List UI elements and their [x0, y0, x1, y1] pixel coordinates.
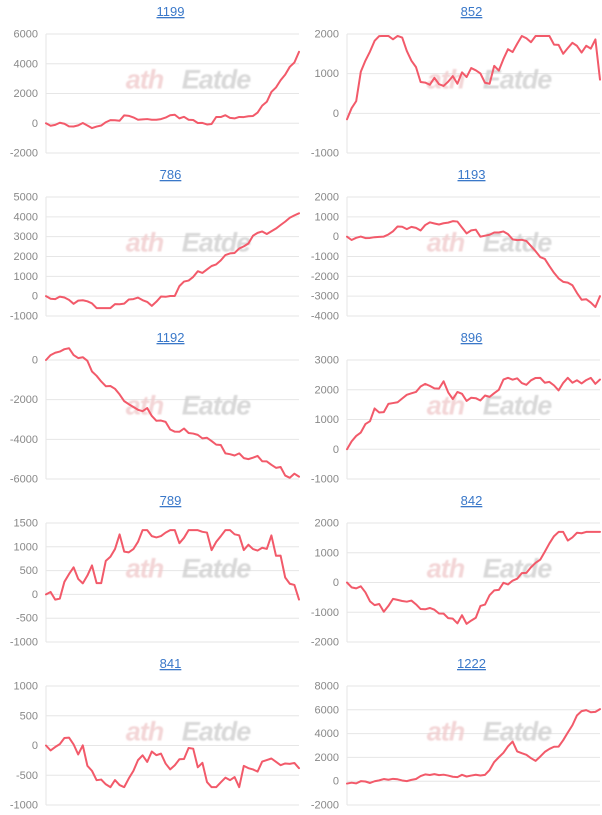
svg-text:-1000: -1000: [10, 637, 38, 649]
svg-text:0: 0: [333, 231, 339, 243]
svg-text:3000: 3000: [315, 355, 339, 367]
svg-text:-500: -500: [16, 613, 38, 625]
svg-text:-4000: -4000: [10, 434, 38, 446]
svg-text:-2000: -2000: [10, 394, 38, 406]
svg-text:2000: 2000: [315, 192, 339, 204]
svg-text:786: 786: [160, 167, 182, 182]
svg-text:-2000: -2000: [311, 800, 339, 812]
svg-text:Eatde: Eatde: [182, 65, 252, 95]
svg-text:ath: ath: [126, 65, 164, 95]
svg-text:1222: 1222: [457, 656, 486, 671]
svg-text:-2000: -2000: [10, 148, 38, 160]
svg-text:789: 789: [160, 493, 182, 508]
svg-text:ath: ath: [427, 554, 465, 584]
svg-text:2000: 2000: [315, 518, 339, 530]
svg-text:1192: 1192: [157, 330, 185, 345]
svg-text:ath: ath: [126, 228, 164, 258]
svg-text:Eatde: Eatde: [483, 717, 553, 747]
svg-text:4000: 4000: [14, 58, 38, 70]
svg-text:1199: 1199: [157, 4, 185, 19]
svg-text:-1000: -1000: [311, 474, 339, 486]
svg-text:0: 0: [333, 444, 339, 456]
svg-text:ath: ath: [427, 391, 465, 421]
svg-text:-4000: -4000: [311, 311, 339, 323]
svg-text:2000: 2000: [14, 251, 38, 263]
svg-text:2000: 2000: [315, 29, 339, 41]
svg-text:2000: 2000: [315, 752, 339, 764]
svg-text:500: 500: [20, 565, 38, 577]
svg-text:-1000: -1000: [10, 311, 38, 323]
svg-text:-2000: -2000: [311, 271, 339, 283]
svg-text:0: 0: [333, 776, 339, 788]
svg-text:5000: 5000: [14, 192, 38, 204]
svg-text:-1000: -1000: [311, 148, 339, 160]
svg-text:6000: 6000: [315, 704, 339, 716]
svg-text:-2000: -2000: [311, 637, 339, 649]
svg-text:0: 0: [333, 108, 339, 120]
svg-text:ath: ath: [427, 717, 465, 747]
svg-text:1000: 1000: [14, 541, 38, 553]
svg-text:Eatde: Eatde: [182, 554, 252, 584]
svg-text:0: 0: [32, 589, 38, 601]
svg-text:8000: 8000: [315, 681, 339, 693]
svg-text:0: 0: [32, 291, 38, 303]
svg-text:1000: 1000: [315, 414, 339, 426]
svg-text:Eatde: Eatde: [182, 717, 252, 747]
svg-text:Eatde: Eatde: [182, 228, 252, 258]
svg-text:1000: 1000: [315, 211, 339, 223]
svg-text:-3000: -3000: [311, 291, 339, 303]
svg-text:Eatde: Eatde: [182, 391, 252, 421]
svg-text:-500: -500: [16, 770, 38, 782]
svg-text:-1000: -1000: [311, 251, 339, 263]
svg-text:-1000: -1000: [10, 800, 38, 812]
svg-text:ath: ath: [126, 554, 164, 584]
svg-text:ath: ath: [126, 717, 164, 747]
svg-text:1000: 1000: [315, 68, 339, 80]
svg-text:1000: 1000: [14, 681, 38, 693]
svg-text:-6000: -6000: [10, 474, 38, 486]
svg-text:0: 0: [32, 118, 38, 130]
svg-text:0: 0: [333, 577, 339, 589]
svg-text:3000: 3000: [14, 231, 38, 243]
svg-text:1193: 1193: [458, 167, 486, 182]
svg-text:1000: 1000: [315, 547, 339, 559]
svg-text:2000: 2000: [315, 384, 339, 396]
svg-text:842: 842: [461, 493, 483, 508]
svg-text:4000: 4000: [14, 211, 38, 223]
svg-text:500: 500: [20, 710, 38, 722]
svg-text:896: 896: [461, 330, 483, 345]
svg-text:841: 841: [160, 656, 182, 671]
svg-text:1500: 1500: [14, 518, 38, 530]
svg-text:852: 852: [461, 4, 483, 19]
svg-text:-1000: -1000: [311, 607, 339, 619]
svg-text:0: 0: [32, 355, 38, 367]
svg-text:ath: ath: [427, 228, 465, 258]
svg-text:4000: 4000: [315, 728, 339, 740]
svg-text:2000: 2000: [14, 88, 38, 100]
svg-text:0: 0: [32, 740, 38, 752]
svg-text:6000: 6000: [14, 29, 38, 41]
svg-text:1000: 1000: [14, 271, 38, 283]
